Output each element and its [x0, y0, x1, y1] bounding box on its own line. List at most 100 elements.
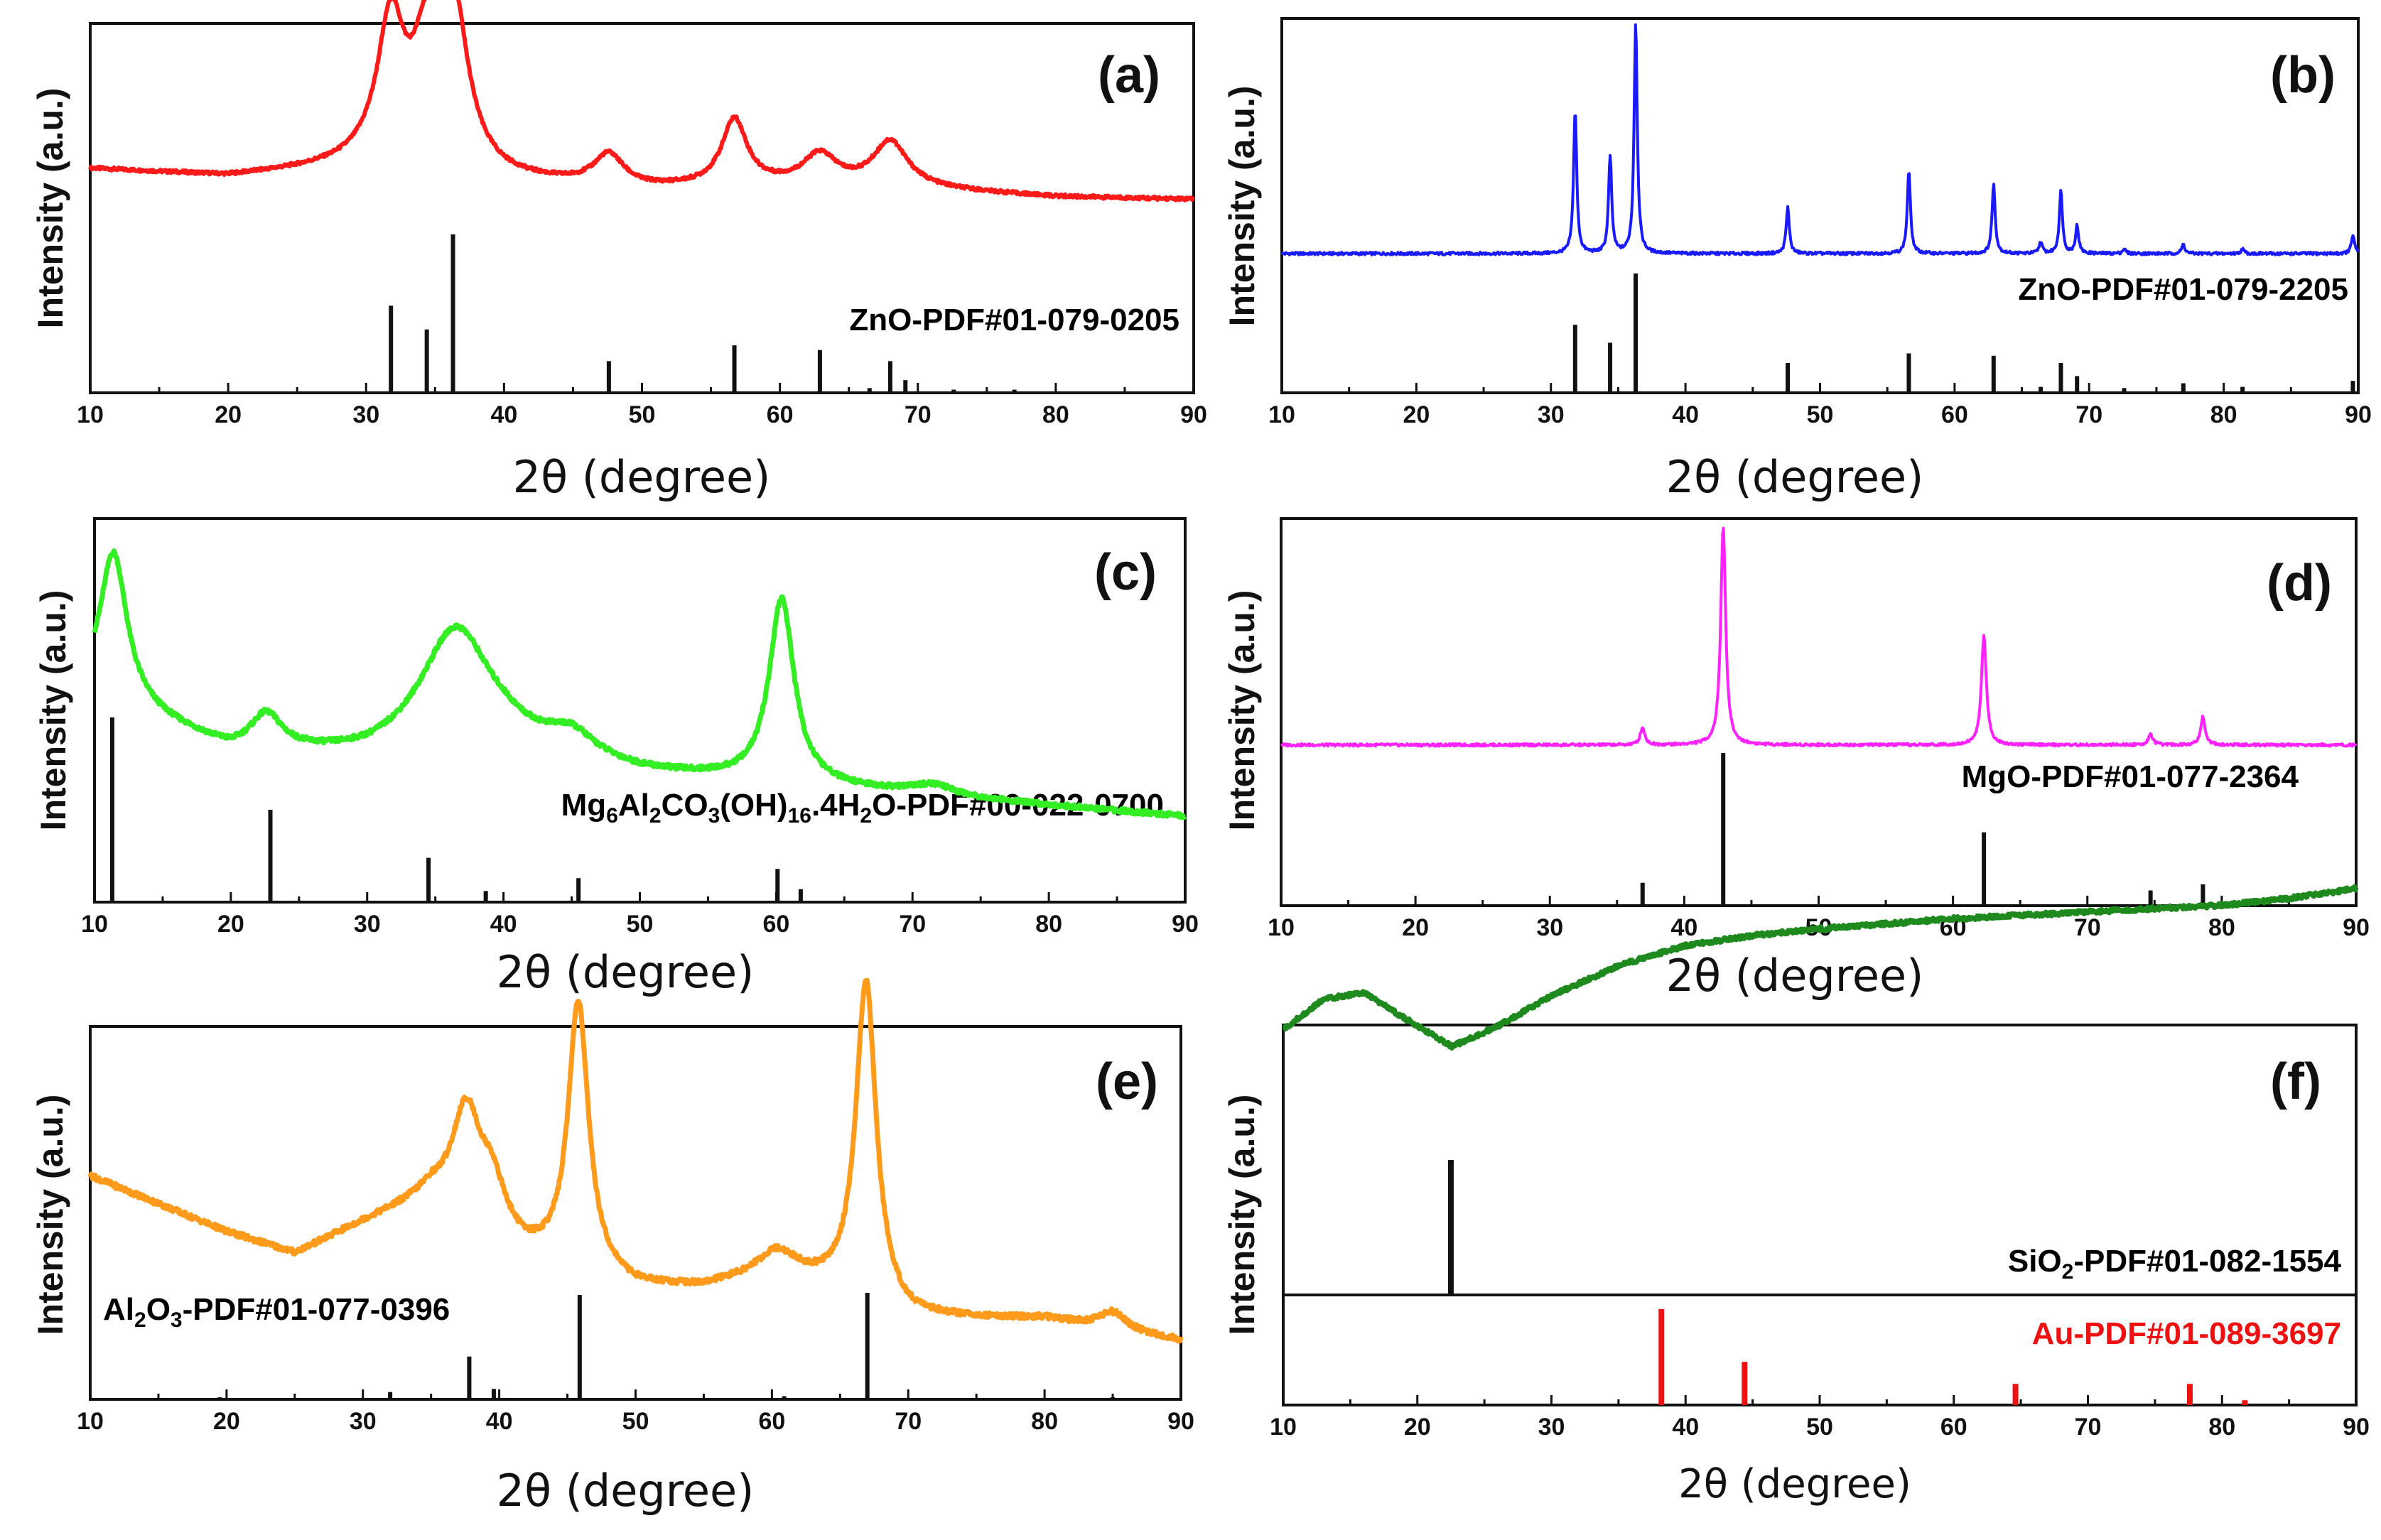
x-tick-label: 80 — [1035, 911, 1062, 938]
x-tick-label: 30 — [352, 401, 379, 428]
panel-d-frame — [1280, 517, 2358, 907]
panel-e-pattern-curve — [87, 977, 1184, 1344]
panel-c-reference-lines — [109, 717, 803, 902]
x-tick-label: 90 — [2343, 914, 2370, 941]
panel-f-ref2-label: Au-PDF#01-089-3697 — [2032, 1316, 2341, 1351]
panel-b-x-ticks: 10 20 30 40 50 60 70 80 90 — [1268, 383, 2372, 428]
panel-b-xlabel: 2θ (degree) — [1666, 451, 1924, 503]
panel-c-ylabel: Intensity (a.u.) — [33, 590, 73, 831]
x-tick-label: 70 — [899, 911, 926, 938]
x-tick-label: 50 — [622, 1408, 649, 1435]
x-tick-label: 40 — [490, 911, 517, 938]
panel-e-x-ticks: 10 20 30 40 50 60 70 80 90 — [77, 1389, 1194, 1435]
panel-f-xlabel: 2θ (degree) — [1678, 1461, 1911, 1507]
x-tick-label: 60 — [767, 401, 794, 428]
panel-a-ylabel: Intensity (a.u.) — [31, 88, 70, 329]
x-tick-label: 80 — [2210, 401, 2237, 428]
x-tick-label: 20 — [217, 911, 244, 938]
panel-e-label: (e) — [1096, 1053, 1158, 1110]
panel-a: (a) Intensity (a.u.) 2θ (degree) ZnO-PDF… — [31, 0, 1207, 503]
x-tick-label: 30 — [1538, 401, 1565, 428]
panel-a-ref-label: ZnO-PDF#01-079-0205 — [849, 303, 1179, 337]
panel-d-ylabel: Intensity (a.u.) — [1222, 590, 1262, 831]
x-tick-label: 10 — [1270, 1414, 1297, 1441]
x-tick-label: 50 — [629, 401, 656, 428]
panel-b-ref-label: ZnO-PDF#01-079-2205 — [2018, 272, 2348, 307]
panel-c-pattern-curve — [92, 548, 1187, 820]
x-tick-label: 10 — [1268, 914, 1295, 941]
x-tick-label: 10 — [1268, 401, 1295, 428]
panel-a-xlabel: 2θ (degree) — [513, 451, 771, 503]
panel-a-pattern-curve — [88, 0, 1196, 202]
x-tick-label: 20 — [1404, 1414, 1431, 1441]
x-tick-label: 30 — [354, 911, 381, 938]
panel-d-ref-label: MgO-PDF#01-077-2364 — [1962, 759, 2299, 794]
x-tick-label: 50 — [627, 911, 654, 938]
x-tick-label: 70 — [2075, 401, 2102, 428]
panel-a-label: (a) — [1098, 47, 1160, 104]
panel-d-pattern-curve — [1280, 526, 2358, 748]
x-tick-label: 50 — [1807, 401, 1834, 428]
x-tick-label: 20 — [215, 401, 242, 428]
panel-b-label: (b) — [2270, 47, 2336, 104]
x-tick-label: 40 — [1670, 914, 1697, 941]
panel-f-x-ticks: 10 20 30 40 50 60 70 80 90 — [1270, 1395, 2370, 1441]
x-tick-label: 60 — [1941, 401, 1968, 428]
panel-f-label: (f) — [2270, 1053, 2321, 1110]
panel-b-reference-lines — [1572, 273, 2355, 393]
x-tick-label: 90 — [1180, 401, 1207, 428]
panel-e-ylabel: Intensity (a.u.) — [31, 1095, 70, 1335]
panel-c-x-ticks: 10 20 30 40 50 60 70 80 90 — [81, 892, 1199, 938]
x-tick-label: 90 — [2345, 401, 2372, 428]
panel-e-reference-lines — [217, 1293, 1116, 1399]
x-tick-label: 70 — [2075, 1414, 2102, 1441]
x-tick-label: 10 — [77, 401, 104, 428]
x-tick-label: 90 — [1172, 911, 1199, 938]
x-tick-label: 20 — [1402, 914, 1429, 941]
panel-c-label: (c) — [1094, 544, 1157, 601]
panel-c-xlabel: 2θ (degree) — [497, 946, 755, 998]
x-tick-label: 20 — [213, 1408, 240, 1435]
panel-b-ylabel: Intensity (a.u.) — [1222, 86, 1262, 327]
x-tick-label: 40 — [490, 401, 517, 428]
panel-c: (c) Intensity (a.u.) 2θ (degree) Mg6Al2C… — [33, 517, 1199, 998]
panel-f: (f) Intensity (a.u.) 2θ (degree) SiO2-PD… — [1222, 884, 2370, 1507]
panel-b: (b) Intensity (a.u.) 2θ (degree) ZnO-PDF… — [1222, 17, 2372, 503]
panel-b-pattern-curve — [1280, 23, 2360, 256]
x-tick-label: 20 — [1403, 401, 1430, 428]
panel-b-frame — [1280, 17, 2360, 394]
x-tick-label: 40 — [486, 1408, 513, 1435]
panel-e-frame — [89, 1025, 1182, 1401]
x-tick-label: 40 — [1672, 401, 1699, 428]
panel-f-ylabel: Intensity (a.u.) — [1222, 1095, 1262, 1335]
x-tick-label: 30 — [1536, 914, 1563, 941]
panel-a-reference-lines — [389, 234, 1017, 393]
x-tick-label: 60 — [762, 911, 789, 938]
x-tick-label: 10 — [77, 1408, 104, 1435]
panel-f-ref-label: SiO2-PDF#01-082-1554 — [2008, 1244, 2342, 1284]
panel-e: (e) Intensity (a.u.) 2θ (degree) Al2O3-P… — [31, 977, 1194, 1517]
panel-f-reference2-lines — [1658, 1309, 2248, 1405]
x-tick-label: 70 — [895, 1408, 922, 1435]
panel-d-reference-lines — [1640, 753, 2205, 906]
panel-f-pattern-curve — [1281, 884, 2359, 1051]
panel-a-x-ticks: 10 20 30 40 50 60 70 80 90 — [77, 383, 1207, 428]
x-tick-label: 10 — [81, 911, 108, 938]
x-tick-label: 80 — [2208, 1414, 2235, 1441]
x-tick-label: 80 — [1031, 1408, 1058, 1435]
x-tick-label: 70 — [2074, 914, 2101, 941]
panel-c-frame — [93, 517, 1187, 904]
panel-e-xlabel: 2θ (degree) — [497, 1465, 755, 1517]
x-tick-label: 90 — [1167, 1408, 1194, 1435]
x-tick-label: 80 — [2208, 914, 2235, 941]
panel-d-label: (d) — [2267, 555, 2332, 612]
x-tick-label: 60 — [758, 1408, 785, 1435]
x-tick-label: 50 — [1806, 1414, 1833, 1441]
x-tick-label: 60 — [1940, 1414, 1967, 1441]
panel-a-frame — [89, 22, 1195, 394]
panel-e-ref-label: Al2O3-PDF#01-077-0396 — [103, 1292, 450, 1332]
x-tick-label: 40 — [1672, 1414, 1699, 1441]
x-tick-label: 70 — [905, 401, 932, 428]
x-tick-label: 30 — [350, 1408, 377, 1435]
